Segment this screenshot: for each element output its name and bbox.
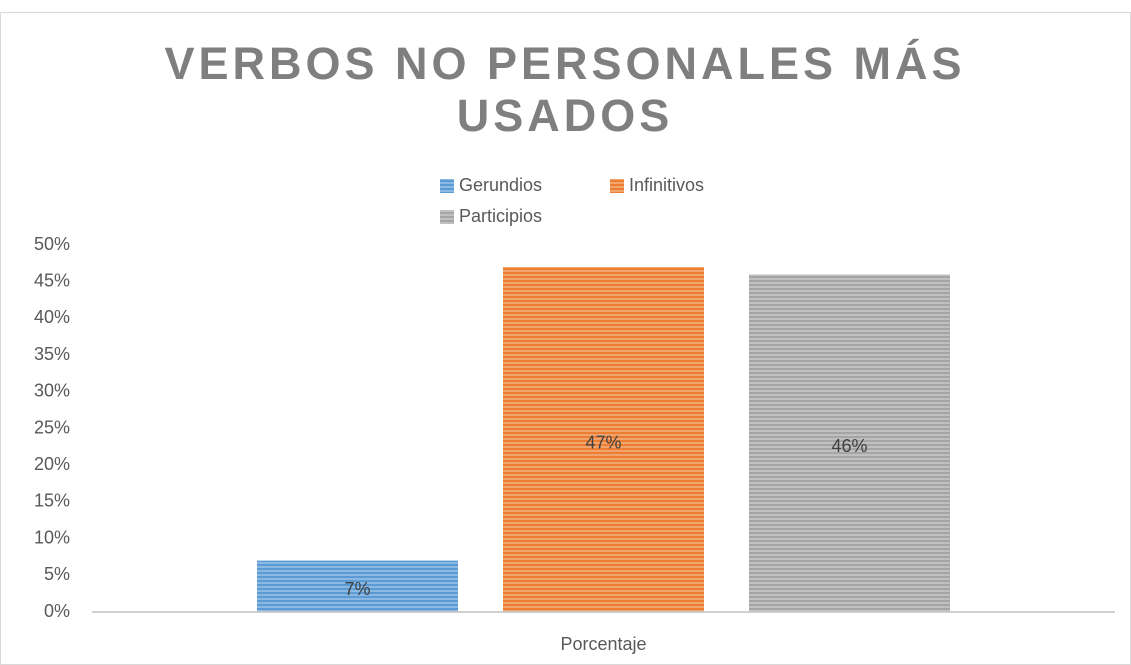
bar (257, 560, 458, 612)
data-label: 47% (585, 432, 621, 452)
x-tick-label: Porcentaje (560, 634, 646, 654)
chart-title: VERBOS NO PERSONALES MÁS USADOS (164, 38, 966, 141)
legend-label: Participios (459, 206, 542, 226)
bar (749, 274, 950, 612)
legend-swatch (440, 210, 454, 224)
y-tick-label: 25% (34, 417, 70, 437)
y-tick-label: 30% (34, 381, 70, 401)
y-tick-label: 20% (34, 454, 70, 474)
data-label: 46% (831, 436, 867, 456)
legend-swatch (440, 179, 454, 193)
y-tick-label: 50% (34, 234, 70, 254)
y-tick-label: 35% (34, 344, 70, 364)
y-tick-label: 45% (34, 270, 70, 290)
y-tick-label: 40% (34, 307, 70, 327)
legend-label: Gerundios (459, 175, 542, 195)
bar (503, 267, 704, 612)
data-label: 7% (344, 579, 370, 599)
y-tick-label: 10% (34, 527, 70, 547)
y-tick-label: 5% (44, 564, 70, 584)
y-tick-label: 15% (34, 491, 70, 511)
legend-swatch (610, 179, 624, 193)
y-tick-label: 0% (44, 601, 70, 621)
legend-label: Infinitivos (629, 175, 704, 195)
